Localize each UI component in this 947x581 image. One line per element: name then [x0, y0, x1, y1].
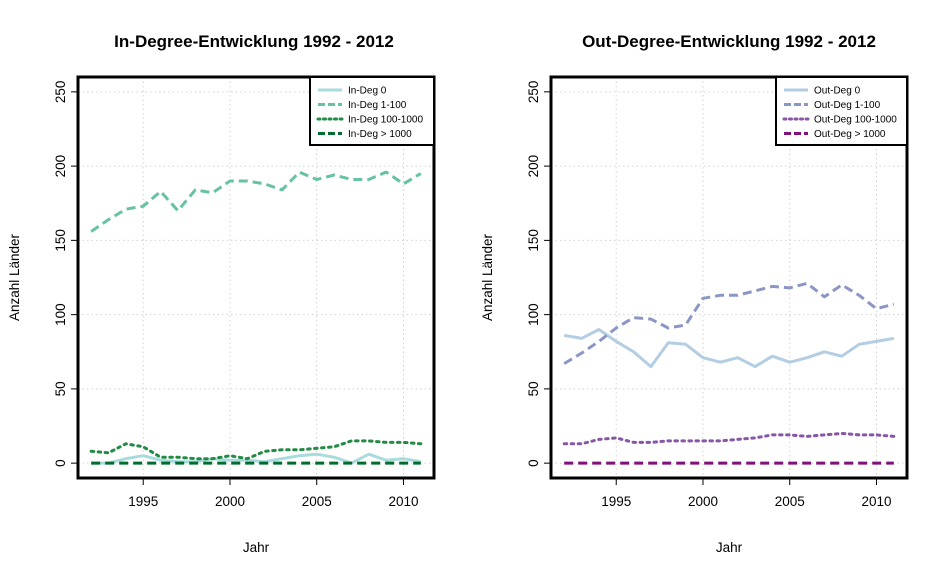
x-tick-label: 2000: [215, 494, 245, 509]
legend-label: Out-Deg 1-100: [814, 100, 881, 111]
series-line-2: [563, 281, 895, 365]
series-line-3: [562, 431, 896, 446]
y-tick-label: 200: [53, 155, 68, 178]
x-tick-label: 1995: [128, 494, 158, 509]
legend-label: Out-Deg > 1000: [814, 129, 886, 140]
x-tick-label: 2000: [688, 494, 718, 509]
y-tick-label: 0: [526, 459, 541, 467]
y-tick-label: 100: [53, 303, 68, 326]
series-line-2: [90, 170, 422, 233]
y-tick-label: 50: [526, 381, 541, 396]
series-line-1: [91, 452, 422, 465]
plot-frame: [76, 75, 436, 480]
y-tick-label: 200: [526, 155, 541, 178]
chart-title: In-Degree-Entwicklung 1992 - 2012: [114, 32, 394, 51]
x-tick-label: 2005: [302, 494, 332, 509]
legend-label: Out-Deg 100-1000: [814, 115, 897, 126]
x-tick-label: 2005: [775, 494, 805, 509]
legend-label: Out-Deg 0: [814, 86, 861, 97]
out-degree-panel: 1995 2000 2005 2010 0 50 100 150 200 250 Out-Degre…: [480, 32, 909, 555]
y-tick-label: 150: [53, 229, 68, 252]
x-tick-label: 1995: [601, 494, 631, 509]
legend-label: In-Deg 1-100: [348, 100, 407, 111]
x-axis-label: Jahr: [243, 540, 270, 555]
series-line-1: [563, 328, 895, 369]
y-tick-label: 250: [526, 81, 541, 104]
in-degree-panel: 1995 2000 2005 2010 0 50 100 150 200 250 In-Degree…: [7, 32, 436, 555]
x-axis-label: Jahr: [716, 540, 743, 555]
y-tick-label: 250: [53, 81, 68, 104]
y-tick-label: 50: [53, 381, 68, 396]
y-tick-label: 0: [53, 459, 68, 467]
legend-label: In-Deg > 1000: [348, 129, 412, 140]
series-line-3: [89, 439, 423, 461]
legend-label: In-Deg 0: [348, 86, 387, 97]
y-axis-label: Anzahl Länder: [7, 233, 22, 321]
x-tick-label: 2010: [388, 494, 418, 509]
plot-frame: [549, 75, 909, 480]
chart-title: Out-Degree-Entwicklung 1992 - 2012: [582, 32, 876, 51]
y-tick-label: 150: [526, 229, 541, 252]
legend-label: In-Deg 100-1000: [348, 115, 423, 126]
x-tick-label: 2010: [861, 494, 891, 509]
y-tick-label: 100: [526, 303, 541, 326]
y-axis-label: Anzahl Länder: [480, 233, 495, 321]
